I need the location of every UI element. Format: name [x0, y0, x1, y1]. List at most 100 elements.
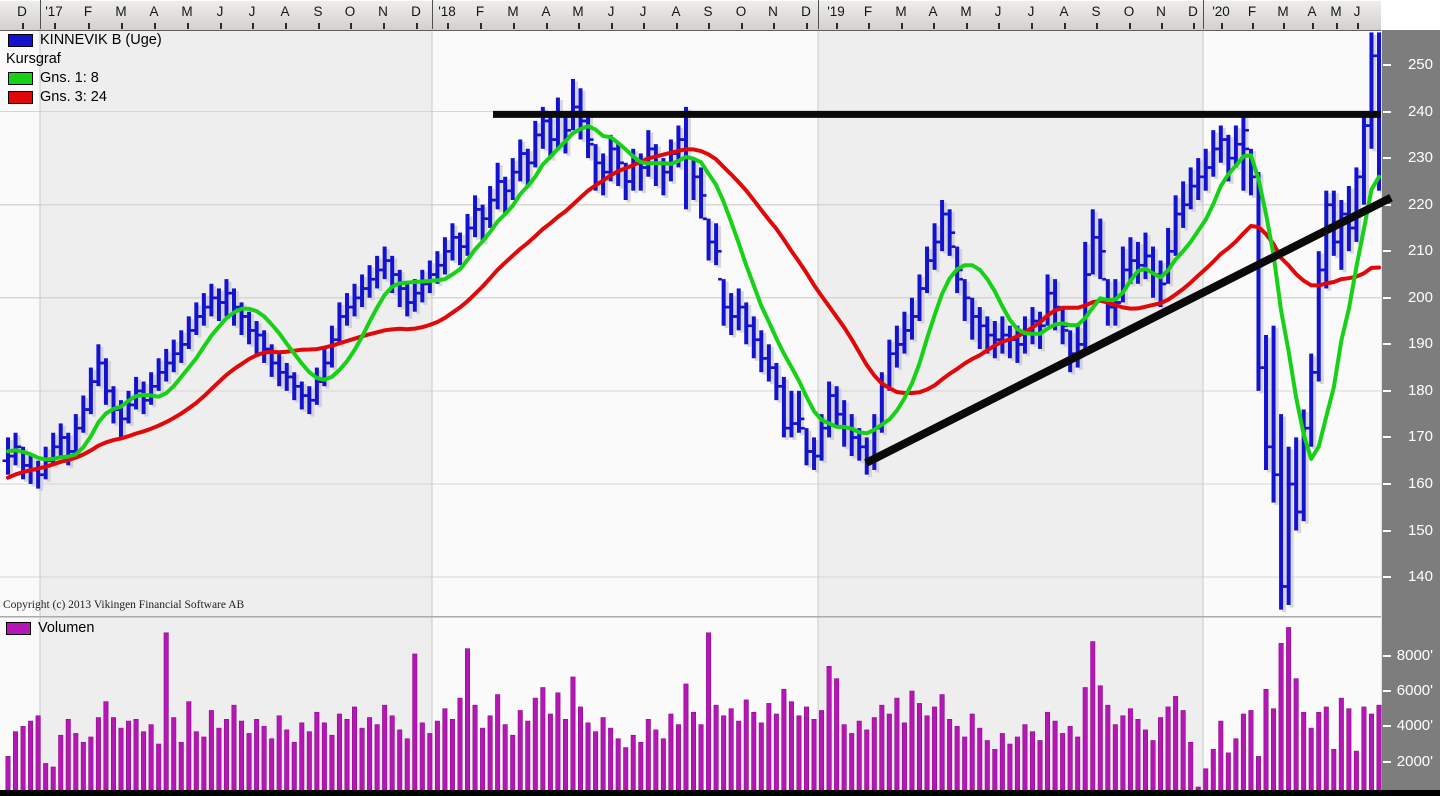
month-label: D [1188, 4, 1198, 19]
month-tick [350, 23, 352, 29]
month-label: A [1059, 4, 1069, 19]
month-label: N [378, 4, 388, 19]
month-label: M [960, 4, 972, 19]
axis-tick [1383, 64, 1391, 66]
ma-slow-swatch-icon [8, 90, 33, 104]
symbol-title: KINNEVIK B (Uge) [40, 32, 162, 48]
legend-row-ma1: Gns. 1: 8 [8, 70, 99, 86]
chart-type-label: Kursgraf [6, 51, 61, 67]
month-tick [1031, 23, 1033, 29]
month-tick [966, 23, 968, 29]
month-tick [22, 23, 24, 29]
month-label: J [639, 4, 647, 19]
month-label: D [801, 4, 811, 19]
ma-line-24 [6, 147, 1381, 480]
month-label: D [17, 4, 27, 19]
axis-tick [1383, 654, 1391, 657]
month-tick [154, 23, 156, 29]
month-label: A [149, 4, 159, 19]
month-tick [187, 23, 189, 29]
axis-tick [1383, 203, 1391, 206]
axis-tick-label: 140 [1407, 568, 1433, 586]
axis-tick-label: 2000' [1396, 752, 1433, 770]
month-tick [578, 23, 580, 29]
month-label: J [1027, 4, 1035, 19]
month-tick [546, 23, 548, 29]
month-label: M [1330, 4, 1342, 19]
month-label: N [1156, 4, 1166, 19]
month-tick [1252, 23, 1254, 29]
background-bands [0, 30, 1381, 790]
axis-tick [1383, 343, 1391, 346]
month-label: F [863, 4, 873, 19]
price-series-swatch-icon [8, 33, 33, 47]
month-tick [383, 23, 385, 29]
month-tick [1283, 23, 1285, 29]
month-tick [416, 23, 418, 29]
month-label: A [1307, 4, 1317, 19]
axis-tick [1383, 529, 1391, 532]
month-tick [220, 23, 222, 29]
month-label: '20 [1212, 4, 1230, 19]
volume-legend: Volumen [6, 620, 94, 636]
month-tick [1161, 23, 1163, 29]
month-tick [901, 23, 903, 29]
month-tick [1096, 23, 1098, 29]
legend-row-symbol: KINNEVIK B (Uge) [8, 32, 162, 48]
axis-tick-label: 150 [1407, 521, 1433, 539]
month-tick [708, 23, 710, 29]
month-tick [1064, 23, 1066, 29]
ma-fast-label: Gns. 1: 8 [40, 70, 99, 86]
legend-row-charttype: Kursgraf [6, 51, 61, 67]
month-label: M [115, 4, 127, 19]
month-tick [318, 23, 320, 29]
month-label: F [83, 4, 93, 19]
month-label: M [181, 4, 193, 19]
month-label: O [1123, 4, 1135, 19]
axis-tick [1383, 250, 1391, 253]
month-tick [285, 23, 287, 29]
copyright-text: Copyright (c) 2013 Vikingen Financial So… [3, 599, 245, 611]
month-tick [611, 23, 613, 29]
month-label: A [541, 4, 551, 19]
month-tick [1129, 23, 1131, 29]
axis-tick [1383, 110, 1391, 113]
month-tick [88, 23, 90, 29]
month-label: J [1353, 4, 1361, 19]
legend-row-ma3: Gns. 3: 24 [8, 89, 107, 105]
axis-tick-label: 210 [1407, 242, 1433, 260]
value-axis-panel: 250 240 230 220 210 200 190 180 170 160 150 140 8000… [1381, 30, 1440, 790]
month-tick [1221, 23, 1223, 29]
month-label: M [507, 4, 519, 19]
axis-tick [1383, 482, 1391, 485]
month-label: N [768, 4, 778, 19]
bottom-strip [0, 790, 1440, 796]
ma-fast-swatch-icon [8, 71, 33, 85]
month-label: S [703, 4, 713, 19]
axis-tick-label: 200 [1407, 288, 1433, 306]
axis-tick-label: 4000' [1396, 717, 1433, 735]
month-tick [773, 23, 775, 29]
month-tick [1357, 23, 1359, 29]
month-label: F [475, 4, 485, 19]
month-label: M [572, 4, 584, 19]
month-label: F [1247, 4, 1257, 19]
month-label: M [1277, 4, 1289, 19]
year-separator [818, 0, 819, 29]
volume-label: Volumen [38, 620, 95, 636]
month-label: A [928, 4, 938, 19]
month-tick [513, 23, 515, 29]
axis-tick-label: 180 [1407, 381, 1433, 399]
month-tick [933, 23, 935, 29]
axis-tick-label: 220 [1407, 195, 1433, 213]
year-separator [40, 0, 41, 29]
month-label: J [248, 4, 256, 19]
ma-line-8 [6, 124, 1381, 462]
volume-series-swatch-icon [6, 621, 31, 635]
axis-tick [1383, 157, 1391, 160]
time-axis-ruler: D '17 F M A M J J A S O N D '18 F M A M J J A S O N D '19 F M A M J J A S… [0, 0, 1381, 31]
year-separator [1203, 0, 1204, 29]
axis-tick [1383, 296, 1391, 299]
